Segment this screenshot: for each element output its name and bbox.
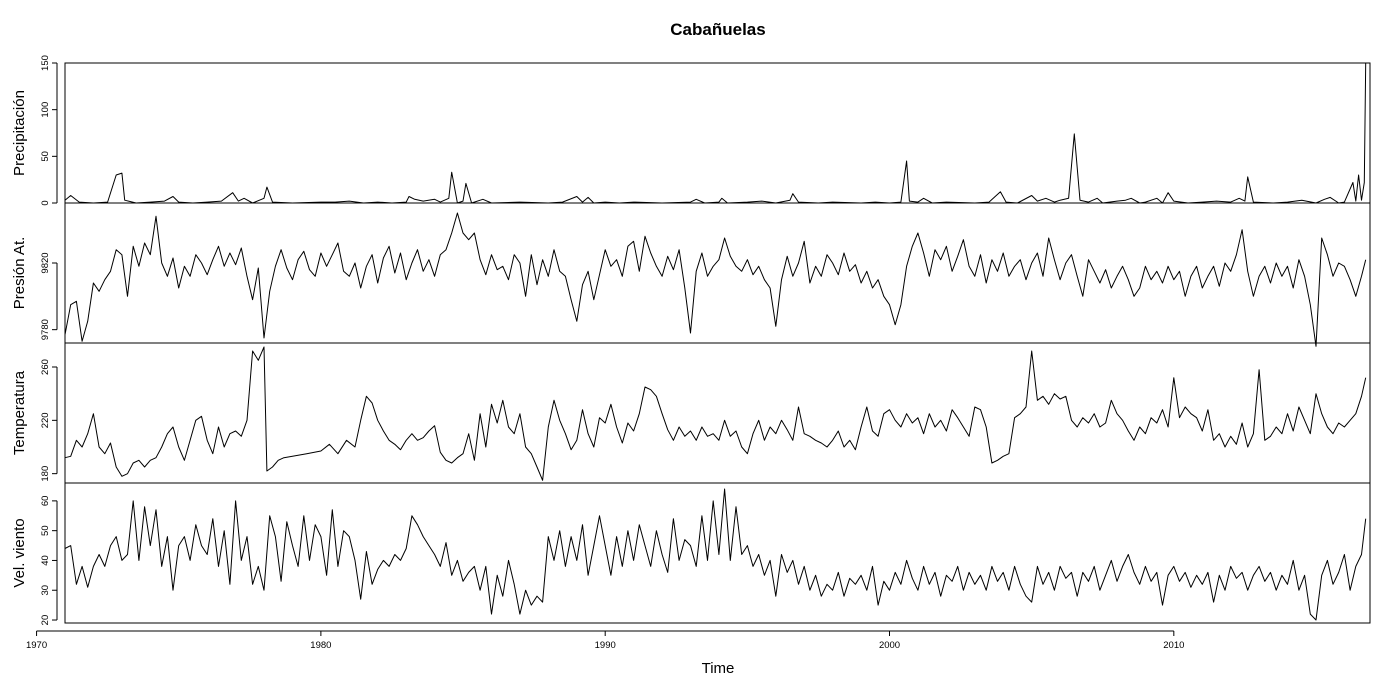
y-tick-label: 30 bbox=[40, 585, 51, 596]
y-tick-label: 180 bbox=[40, 466, 51, 482]
y-tick-label: 50 bbox=[40, 525, 51, 536]
chart-title: Cabañuelas bbox=[670, 20, 765, 39]
series-line-precipitacion bbox=[64, 62, 1367, 204]
y-tick-label: 50 bbox=[40, 151, 51, 162]
y-tick-label: 260 bbox=[40, 359, 51, 375]
panel-presion-at: 9780 9820 Presión At. bbox=[11, 202, 1371, 347]
x-tick-label: 1980 bbox=[310, 640, 331, 651]
y-tick-label: 150 bbox=[40, 55, 51, 71]
series-line-vel-viento bbox=[64, 488, 1367, 621]
panel-frame bbox=[64, 202, 1371, 344]
series-line-temperatura bbox=[64, 346, 1367, 481]
y-tick-label: 100 bbox=[40, 102, 51, 118]
y-tick-label: 20 bbox=[40, 615, 51, 626]
panel-frame bbox=[64, 62, 1371, 204]
panel-temperatura: 180 220 260 Temperatura bbox=[11, 342, 1371, 484]
panel-label-presion-at: Presión At. bbox=[11, 237, 28, 310]
y-tick-label: 220 bbox=[40, 412, 51, 428]
y-tick-label: 60 bbox=[40, 496, 51, 507]
y-axis-temperatura: 180 220 260 bbox=[40, 359, 58, 482]
y-tick-label: 9820 bbox=[40, 252, 51, 273]
panel-label-precipitacion: Precipitación bbox=[11, 90, 28, 176]
panel-frame bbox=[64, 342, 1371, 484]
y-tick-label: 0 bbox=[40, 200, 51, 205]
panel-vel-viento: 20 30 40 50 60 Vel. viento bbox=[11, 482, 1371, 626]
x-tick-label: 1990 bbox=[595, 640, 616, 651]
y-tick-label: 9780 bbox=[40, 319, 51, 340]
panel-precipitacion: 0 50 100 150 Precipitación bbox=[11, 55, 1371, 206]
series-line-presion-at bbox=[64, 212, 1367, 347]
panel-frame bbox=[64, 482, 1371, 624]
x-axis-label: Time bbox=[702, 660, 735, 677]
x-tick-label: 2010 bbox=[1163, 640, 1184, 651]
x-tick-label: 2000 bbox=[879, 640, 900, 651]
y-axis-precipitacion: 0 50 100 150 bbox=[40, 55, 58, 206]
y-axis-vel-viento: 20 30 40 50 60 bbox=[40, 496, 58, 626]
x-axis: 1970 1980 1990 2000 2010 bbox=[26, 630, 1184, 651]
panel-label-vel-viento: Vel. viento bbox=[11, 518, 28, 587]
x-tick-label: 1970 bbox=[26, 640, 47, 651]
y-tick-label: 40 bbox=[40, 555, 51, 566]
panels: 0 50 100 150 Precipitación 9780 9820 Presión At… bbox=[11, 55, 1371, 626]
panel-label-temperatura: Temperatura bbox=[11, 370, 28, 455]
y-axis-presion-at: 9780 9820 bbox=[40, 252, 58, 340]
